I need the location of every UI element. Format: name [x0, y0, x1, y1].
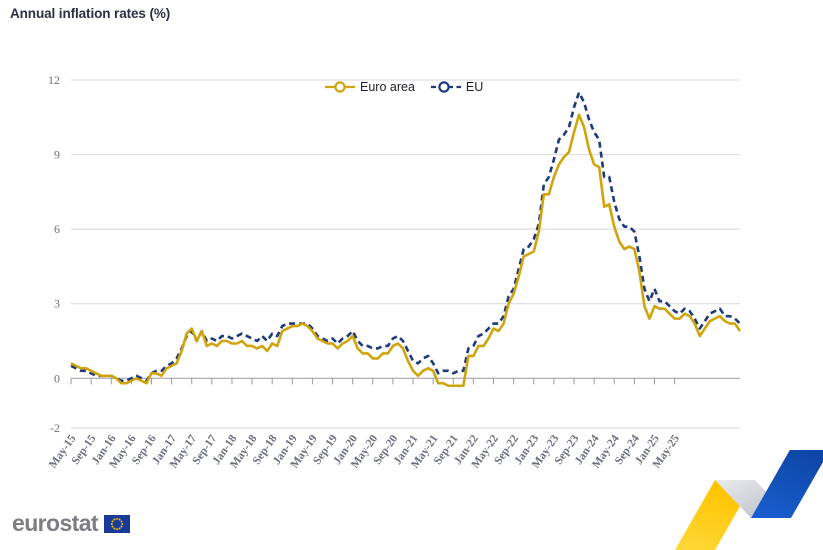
y-tick-label: 0 — [54, 371, 60, 385]
flag-star-icon — [110, 522, 113, 525]
eurostat-logo: eurostat — [12, 512, 130, 535]
y-tick-label: 3 — [54, 297, 60, 311]
flag-star-icon — [120, 519, 123, 522]
x-axis-tick-labels: May-15Sep-15Jan-16May-16Sep-16Jan-17May-… — [47, 433, 682, 471]
flag-star-icon — [121, 522, 124, 525]
flag-star-icon — [116, 517, 118, 520]
eurostat-wordmark: eurostat — [12, 510, 99, 536]
y-tick-label: 12 — [48, 73, 60, 87]
y-tick-label: -2 — [50, 421, 60, 435]
series-line-eu — [70, 91, 741, 383]
flag-star-icon — [113, 527, 116, 529]
legend-label-euro-area: Euro area — [360, 80, 415, 94]
x-tick-label: May-15 — [47, 433, 79, 471]
y-tick-label: 9 — [54, 148, 60, 162]
flag-star-icon — [111, 519, 114, 522]
legend-item-euro-area[interactable]: Euro area — [325, 80, 415, 94]
flag-star-icon — [118, 527, 121, 529]
flag-star-icon — [113, 518, 116, 520]
flag-star-icon — [118, 518, 121, 520]
page-title: Annual inflation rates (%) — [10, 6, 171, 21]
y-tick-label: 6 — [54, 222, 60, 236]
legend-marker-eu-icon — [430, 81, 461, 93]
flag-star-icon — [116, 527, 118, 530]
x-axis-ticks — [70, 378, 676, 385]
gridlines-group — [71, 79, 740, 429]
flag-star-icon — [111, 525, 114, 528]
eurostat-ribbon-graphic — [675, 450, 823, 550]
legend-marker-euro-area-icon — [325, 81, 355, 93]
flag-star-icon — [120, 525, 123, 528]
legend-item-eu[interactable]: EU — [430, 80, 484, 94]
y-axis-tick-labels: -2 0 3 6 9 12 — [48, 73, 60, 435]
legend-label-eu: EU — [465, 80, 484, 94]
series-line-euro-area — [70, 113, 742, 388]
eu-flag-icon — [103, 514, 130, 533]
chart-legend: Euro area EU — [325, 80, 483, 94]
data-series-group — [70, 91, 742, 388]
